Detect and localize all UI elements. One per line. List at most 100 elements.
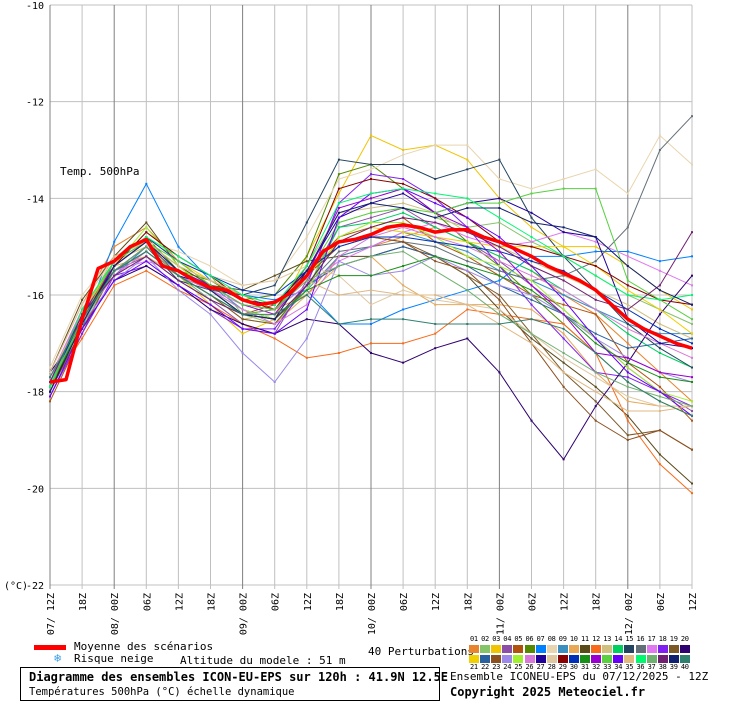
data-point <box>370 134 372 137</box>
data-point <box>402 250 405 253</box>
data-point <box>177 284 180 287</box>
perturbation-swatch-13 <box>602 645 613 653</box>
y-unit-label: (°C) <box>4 581 28 592</box>
data-point <box>626 342 629 345</box>
data-point <box>337 187 340 190</box>
data-point <box>337 202 340 205</box>
data-point <box>562 226 565 229</box>
perturbations-label: 40 Perturbations <box>368 645 474 658</box>
perturbation-swatch-38 <box>657 655 668 663</box>
data-point <box>626 323 629 325</box>
data-point <box>530 260 533 263</box>
data-point <box>241 318 244 321</box>
data-point <box>177 274 180 277</box>
data-point <box>562 294 565 296</box>
data-point <box>594 371 597 374</box>
data-point <box>337 294 340 296</box>
perturbation-number: 14 <box>614 635 623 643</box>
data-point <box>691 342 693 345</box>
data-point <box>658 284 661 287</box>
data-point <box>402 207 405 209</box>
data-point <box>626 250 629 253</box>
data-point <box>273 318 276 321</box>
data-point <box>691 163 693 166</box>
data-point <box>658 313 661 316</box>
x-axis: 07/ 12Z 18Z 08/ 00Z 06Z 12Z 18Z 09/ 00Z 06Z 12Z 1… <box>46 593 699 635</box>
perturbation-number: 38 <box>658 663 667 671</box>
data-point <box>434 245 437 248</box>
data-point <box>498 207 501 209</box>
perturbation-number: 34 <box>614 663 623 671</box>
data-point <box>273 323 276 325</box>
run-label: Ensemble ICONEU-EPS du 07/12/2025 - 12Z <box>450 670 709 683</box>
x-tick-label: 12Z <box>174 593 185 611</box>
perturbation-swatch-32 <box>591 655 602 663</box>
data-point <box>81 294 84 296</box>
data-point <box>626 284 629 287</box>
data-point <box>402 192 405 195</box>
data-point <box>691 419 693 422</box>
data-point <box>402 284 405 287</box>
data-point <box>562 245 565 248</box>
data-point <box>337 265 340 267</box>
perturbation-number: 31 <box>581 663 589 671</box>
data-point <box>658 347 661 350</box>
data-point <box>370 192 372 195</box>
perturbation-swatch-18 <box>657 645 668 653</box>
data-point <box>466 240 469 243</box>
data-point <box>209 265 212 267</box>
data-point <box>594 376 597 379</box>
data-point <box>498 308 501 311</box>
data-point <box>530 269 533 272</box>
data-point <box>273 294 276 296</box>
perturbation-swatch-40 <box>679 655 690 663</box>
data-point <box>658 390 661 393</box>
data-point <box>370 173 372 176</box>
data-point <box>594 405 597 408</box>
data-point <box>305 294 308 296</box>
data-point <box>113 245 116 248</box>
perturbation-swatch-31 <box>580 655 590 663</box>
x-tick-label: 12Z <box>560 593 571 611</box>
title-box: Diagramme des ensembles ICON-EU-EPS sur … <box>20 667 448 701</box>
data-point <box>691 323 693 325</box>
data-point <box>466 207 469 209</box>
data-point <box>402 269 405 272</box>
legend-snow-label: Risque neige <box>74 652 154 665</box>
perturbation-number: 12 <box>592 635 600 643</box>
data-point <box>370 342 372 345</box>
data-point <box>273 298 276 301</box>
data-point <box>273 327 276 330</box>
data-point <box>530 240 533 243</box>
data-point <box>273 308 276 311</box>
data-point <box>434 240 437 243</box>
data-point <box>402 308 405 311</box>
data-point <box>337 255 340 258</box>
y-tick-label: -12 <box>26 98 44 109</box>
data-point <box>466 250 469 253</box>
data-point <box>658 376 661 379</box>
data-point <box>530 236 533 238</box>
data-point <box>562 385 565 388</box>
data-point <box>626 385 629 388</box>
data-point <box>594 385 597 388</box>
data-point <box>337 260 340 263</box>
data-point <box>626 361 629 364</box>
data-point <box>113 279 116 282</box>
perturbation-swatch-30 <box>568 655 579 663</box>
data-point <box>434 202 437 205</box>
perturbation-number: 13 <box>603 635 612 643</box>
perturbation-swatch-06 <box>524 645 535 653</box>
snowflake-icon: ❄ <box>54 651 62 665</box>
data-point <box>241 352 244 354</box>
data-point <box>562 323 565 325</box>
data-point <box>370 245 372 248</box>
data-point <box>305 289 308 292</box>
data-point <box>626 303 629 306</box>
data-point <box>626 371 629 374</box>
perturbation-swatch-01 <box>469 645 479 653</box>
data-point <box>626 400 629 403</box>
data-point <box>530 216 533 219</box>
data-point <box>305 318 308 321</box>
data-point <box>691 255 693 258</box>
